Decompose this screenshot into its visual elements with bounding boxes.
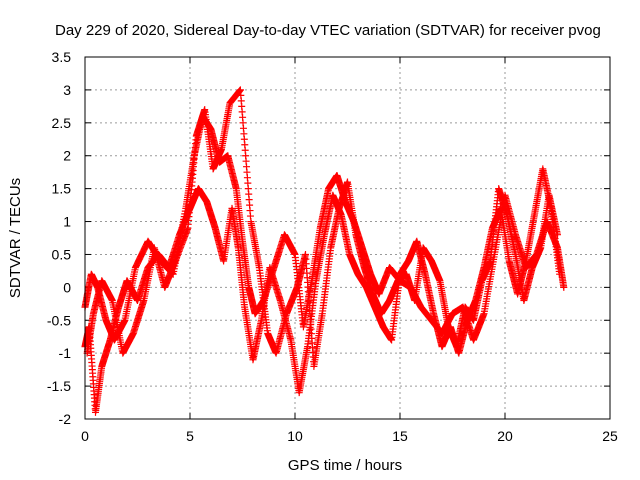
x-axis-title: GPS time / hours (288, 457, 402, 474)
y-tick-label: -2 (59, 411, 72, 427)
y-tick-label: 1.5 (52, 181, 72, 197)
y-tick-label: 0 (63, 279, 71, 295)
data-series-track-3 (83, 86, 561, 370)
data-point (560, 283, 568, 291)
y-tick-label: 0.5 (52, 246, 72, 262)
y-tick-label: 2 (63, 148, 71, 164)
x-tick-label: 0 (81, 428, 89, 444)
y-tick-label: -1 (59, 345, 72, 361)
chart-title: Day 229 of 2020, Sidereal Day-to-day VTE… (55, 22, 601, 39)
y-axis-title: SDTVAR / TECUs (7, 178, 24, 298)
x-tick-label: 25 (602, 428, 618, 444)
x-tick-label: 5 (186, 428, 194, 444)
y-tick-label: 3.5 (52, 49, 72, 65)
y-tick-label: -0.5 (47, 312, 71, 328)
data-point (556, 270, 564, 278)
y-tick-label: 3 (63, 82, 71, 98)
x-tick-label: 20 (497, 428, 513, 444)
data-points (81, 86, 568, 416)
y-tick-label: 1 (63, 214, 71, 230)
y-tick-label: 2.5 (52, 115, 72, 131)
x-tick-label: 15 (392, 428, 408, 444)
x-tick-label: 10 (287, 428, 303, 444)
y-tick-label: -1.5 (47, 378, 71, 394)
